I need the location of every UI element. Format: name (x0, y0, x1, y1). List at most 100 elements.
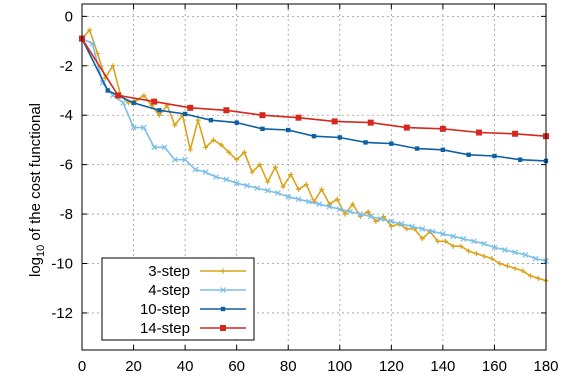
data-point-4-step (419, 225, 426, 232)
x-tick-label: 160 (482, 358, 507, 375)
data-point-3-step (280, 184, 286, 190)
data-point-14-step (187, 104, 194, 111)
data-point-3-step (528, 273, 534, 279)
legend-label-14-step: 14-step (140, 320, 190, 337)
legend-marker-14-step (220, 325, 226, 331)
data-point-4-step (378, 216, 384, 222)
legend: 3-step 4-step 10-step 14-step (101, 257, 255, 341)
data-point-4-step (161, 144, 168, 151)
data-point-4-step (274, 190, 281, 196)
data-point-3-step (404, 226, 410, 232)
series-line-4-step (81, 37, 547, 262)
data-point-4-step (429, 228, 436, 235)
data-point-4-step (336, 206, 343, 213)
data-point-4-step (120, 99, 127, 106)
x-tick-label: 140 (430, 358, 455, 375)
data-point-3-step (156, 112, 162, 118)
y-tick-label: -8 (60, 206, 73, 223)
data-point-4-step (182, 156, 189, 163)
data-point-3-step (234, 157, 240, 163)
data-point-3-step (381, 214, 387, 220)
data-point-4-step (316, 201, 323, 208)
data-point-10-step (363, 140, 368, 145)
legend-label-10-step: 10-step (140, 301, 190, 318)
data-point-4-step (254, 185, 261, 192)
data-point-14-step (295, 114, 302, 121)
data-point-3-step (497, 261, 503, 266)
data-point-3-step (249, 169, 255, 175)
data-point-10-step (337, 135, 342, 140)
legend-label-4-step: 4-step (148, 282, 190, 299)
data-point-3-step (241, 149, 247, 155)
data-point-3-step (489, 256, 495, 262)
data-point-4-step (223, 176, 230, 183)
series-14-step (79, 35, 549, 140)
data-point-10-step (492, 153, 497, 159)
data-point-4-step (89, 40, 96, 47)
x-tick-label: 80 (280, 358, 297, 375)
data-point-10-step (518, 157, 523, 162)
data-point-10-step (286, 127, 291, 133)
data-point-3-step (265, 179, 271, 185)
data-point-3-step (512, 265, 518, 271)
data-point-3-step (473, 251, 479, 257)
data-point-14-step (475, 129, 482, 136)
data-point-4-step (295, 196, 302, 203)
data-point-3-step (504, 263, 510, 269)
legend-marker-10-step (220, 306, 226, 312)
data-point-10-step (414, 146, 420, 151)
data-point-4-step (347, 208, 354, 215)
data-point-4-step (264, 187, 271, 194)
data-point-10-step (105, 88, 110, 93)
plot-frame (81, 3, 547, 351)
data-point-10-step (260, 126, 265, 132)
data-point-3-step (296, 186, 302, 192)
data-point-4-step (450, 233, 457, 240)
series-4-step (79, 35, 549, 264)
data-point-3-step (272, 164, 278, 170)
data-point-4-step (130, 124, 137, 131)
data-point-14-step (151, 98, 158, 105)
y-tick-label: -4 (60, 107, 73, 124)
data-point-14-step (115, 92, 122, 99)
data-point-10-step (389, 141, 394, 146)
data-point-3-step (342, 211, 348, 217)
data-point-4-step (501, 246, 508, 253)
data-point-3-step (187, 147, 193, 153)
data-point-10-step (208, 117, 214, 123)
data-point-3-step (210, 137, 216, 143)
data-point-3-step (388, 223, 394, 229)
x-tick-label: 0 (78, 358, 86, 375)
data-point-3-step (195, 117, 201, 123)
data-point-3-step (365, 209, 371, 215)
series-10-step (79, 36, 549, 164)
x-tick-label: 180 (533, 358, 558, 375)
data-point-3-step (481, 253, 487, 259)
data-point-4-step (202, 169, 209, 175)
data-point-4-step (285, 193, 292, 200)
data-point-14-step (223, 107, 230, 114)
data-point-4-step (522, 251, 529, 258)
y-tick-label: -10 (51, 256, 73, 273)
data-point-3-step (442, 238, 448, 244)
data-point-10-step (131, 100, 136, 106)
data-point-3-step (288, 172, 294, 178)
x-tick-label: 40 (177, 358, 194, 375)
data-point-14-step (367, 119, 374, 126)
data-point-3-step (535, 275, 541, 281)
data-point-10-step (157, 108, 162, 113)
data-point-14-step (512, 130, 519, 137)
data-point-14-step (439, 125, 446, 132)
data-point-10-step (440, 147, 446, 153)
data-point-4-step (388, 218, 395, 225)
data-point-4-step (367, 213, 374, 220)
y-tick-label: -6 (60, 157, 73, 174)
data-point-4-step (326, 203, 333, 210)
data-point-4-step (192, 166, 199, 173)
data-point-3-step (350, 201, 356, 207)
data-point-4-step (409, 223, 415, 230)
data-point-3-step (141, 92, 147, 98)
data-point-3-step (373, 218, 379, 224)
data-point-10-step (311, 134, 317, 139)
data-point-4-step (512, 249, 518, 256)
